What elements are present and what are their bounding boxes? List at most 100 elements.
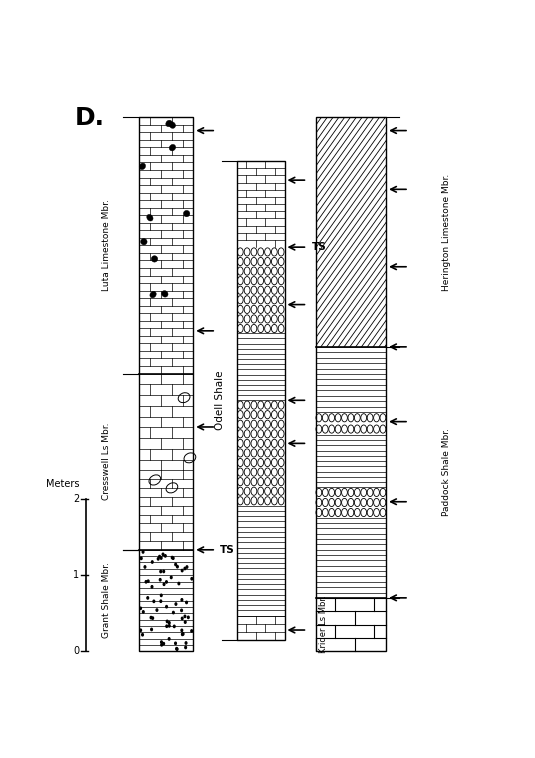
Circle shape: [163, 570, 165, 572]
Circle shape: [171, 556, 173, 559]
Circle shape: [157, 558, 159, 560]
Circle shape: [175, 642, 177, 644]
Circle shape: [147, 597, 149, 599]
Text: Grant Shale Mbr.: Grant Shale Mbr.: [102, 562, 111, 638]
Bar: [140, 550, 193, 651]
Circle shape: [175, 563, 177, 565]
Ellipse shape: [169, 122, 175, 128]
Circle shape: [169, 622, 170, 624]
Circle shape: [184, 567, 186, 570]
Circle shape: [164, 555, 166, 557]
Circle shape: [151, 561, 153, 563]
Text: Krider Ls Mbr.: Krider Ls Mbr.: [319, 596, 328, 653]
Ellipse shape: [150, 291, 156, 298]
Circle shape: [169, 625, 170, 627]
Text: Herington Limestone Mbr.: Herington Limestone Mbr.: [442, 174, 451, 290]
Circle shape: [181, 569, 183, 572]
Circle shape: [191, 630, 193, 632]
Bar: [316, 487, 386, 518]
Circle shape: [166, 620, 168, 622]
Text: Luta Limestone Mbr.: Luta Limestone Mbr.: [102, 199, 111, 291]
Circle shape: [160, 641, 162, 644]
Text: 2: 2: [73, 494, 79, 504]
Bar: [237, 506, 285, 615]
Circle shape: [152, 617, 154, 619]
Bar: [237, 161, 285, 640]
Bar: [140, 471, 193, 550]
Circle shape: [166, 625, 167, 628]
Circle shape: [153, 600, 155, 603]
Circle shape: [151, 586, 153, 588]
Circle shape: [140, 557, 142, 559]
Circle shape: [176, 647, 178, 650]
Circle shape: [160, 600, 162, 603]
Bar: [316, 117, 386, 347]
Circle shape: [185, 642, 187, 644]
Ellipse shape: [184, 211, 190, 217]
Bar: [316, 435, 386, 487]
Text: 0: 0: [73, 647, 79, 656]
Circle shape: [159, 578, 161, 581]
Circle shape: [191, 578, 193, 580]
Text: TS: TS: [220, 545, 235, 555]
Circle shape: [185, 621, 186, 623]
Circle shape: [156, 609, 158, 611]
Circle shape: [140, 629, 141, 631]
Circle shape: [186, 565, 188, 568]
Circle shape: [159, 556, 160, 558]
Circle shape: [144, 565, 146, 568]
Circle shape: [181, 599, 183, 601]
Bar: [140, 117, 193, 651]
Circle shape: [145, 581, 147, 583]
Circle shape: [177, 648, 178, 650]
Bar: [140, 374, 193, 471]
Circle shape: [166, 606, 167, 608]
Circle shape: [185, 647, 187, 649]
Bar: [316, 598, 386, 651]
Bar: [237, 615, 285, 640]
Circle shape: [173, 625, 175, 628]
Circle shape: [140, 607, 141, 609]
Bar: [316, 347, 386, 412]
Circle shape: [148, 580, 149, 582]
Bar: [316, 412, 386, 435]
Circle shape: [160, 570, 162, 573]
Circle shape: [142, 611, 144, 613]
Circle shape: [187, 616, 189, 619]
Circle shape: [181, 617, 183, 619]
Bar: [237, 400, 285, 506]
Text: D.: D.: [75, 105, 105, 130]
Bar: [140, 374, 193, 471]
Circle shape: [142, 634, 143, 636]
Circle shape: [151, 628, 152, 631]
Text: Meters: Meters: [46, 478, 79, 489]
Text: TS: TS: [311, 242, 326, 252]
Circle shape: [178, 582, 180, 584]
Bar: [140, 117, 193, 374]
Circle shape: [182, 633, 184, 635]
Text: 1: 1: [73, 570, 79, 580]
Circle shape: [162, 553, 164, 556]
Circle shape: [163, 643, 164, 645]
Circle shape: [171, 576, 172, 578]
Circle shape: [160, 557, 162, 559]
Circle shape: [175, 603, 177, 605]
Circle shape: [172, 557, 174, 559]
Circle shape: [184, 615, 186, 618]
Circle shape: [181, 633, 183, 635]
Circle shape: [160, 594, 162, 597]
Bar: [237, 161, 285, 247]
Ellipse shape: [141, 239, 147, 245]
Ellipse shape: [166, 121, 172, 127]
Ellipse shape: [151, 255, 158, 262]
Bar: [237, 334, 285, 400]
Circle shape: [181, 609, 182, 612]
Ellipse shape: [162, 290, 168, 297]
Ellipse shape: [169, 144, 175, 151]
Circle shape: [142, 551, 144, 553]
Circle shape: [181, 629, 182, 631]
Circle shape: [173, 612, 174, 614]
Bar: [316, 518, 386, 598]
Circle shape: [169, 637, 170, 640]
Ellipse shape: [147, 215, 153, 221]
